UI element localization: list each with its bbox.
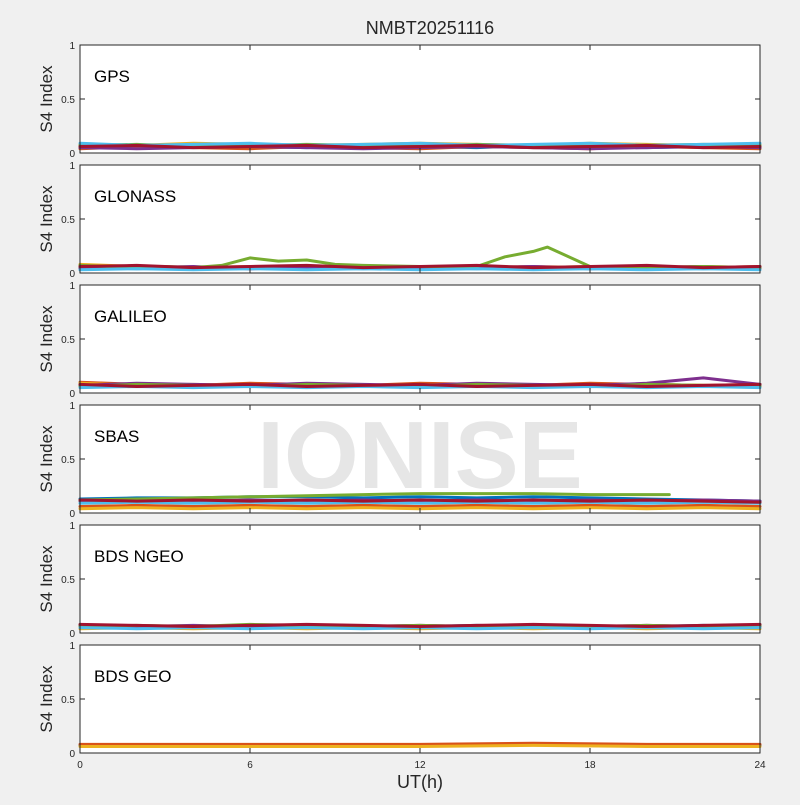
panel-sbas: 0 0.5 1 SBAS S4 Index [37,401,762,520]
series-line [78,743,762,748]
y-tick-label: 0.5 [61,215,75,226]
x-tick-label: 24 [754,760,766,771]
panel-label: SBAS [94,427,139,446]
panel-galileo: 0 0.5 1 GALILEO S4 Index [37,281,762,400]
y-axis-label: S4 Index [37,65,56,133]
y-axis-label: S4 Index [37,665,56,733]
y-tick-label: 0 [69,269,75,280]
panel-bds-ngeo: 0 0.5 1 BDS NGEO S4 Index [37,521,762,640]
series-line [78,492,671,502]
y-tick-label: 0.5 [61,455,75,466]
panel-label: GALILEO [94,307,167,326]
y-axis-label: S4 Index [37,425,56,493]
y-tick-label: 1 [69,281,75,292]
y-tick-label: 0 [69,389,75,400]
y-axis-label: S4 Index [37,305,56,373]
x-tick-label: 0 [77,760,83,771]
y-tick-label: 0.5 [61,95,75,106]
panel-label: BDS NGEO [94,547,184,566]
series-line [78,503,762,508]
series-line [78,500,762,505]
x-axis-label: UT(h) [397,772,443,792]
panel-label: BDS GEO [94,667,171,686]
plot-area [80,645,760,753]
plot-area [80,45,760,153]
plot-area [80,525,760,633]
series-line [78,498,762,504]
panel-glonass: 0 0.5 1 GLONASS S4 Index [37,161,762,280]
x-tick-label: 6 [247,760,253,771]
panels: 0 0.5 1 GPS S4 Index 0 0.5 1 GLONASS S4 Index 0 0.5… [37,41,766,771]
watermark: IONISE [257,402,582,509]
series-line [78,143,762,150]
series-line [78,382,762,388]
panel-gps: 0 0.5 1 GPS S4 Index [37,41,762,160]
y-tick-label: 0 [69,149,75,160]
y-tick-label: 1 [69,41,75,52]
y-tick-label: 0 [69,629,75,640]
series-line [78,622,762,628]
series-line [78,263,762,270]
y-tick-label: 0 [69,509,75,520]
y-tick-label: 0 [69,749,75,760]
y-tick-label: 0.5 [61,575,75,586]
y-axis-label: S4 Index [37,545,56,613]
series-line [78,741,762,746]
panel-label: GPS [94,67,130,86]
y-tick-label: 1 [69,401,75,412]
chart-title: NMBT20251116 [366,18,494,38]
plot-area [80,285,760,393]
y-tick-label: 1 [69,521,75,532]
panel-label: GLONASS [94,187,176,206]
x-tick-label: 18 [584,760,596,771]
y-axis-label: S4 Index [37,185,56,253]
y-tick-label: 1 [69,161,75,172]
plot-area [80,165,760,273]
y-tick-label: 1 [69,641,75,652]
x-tick-label: 12 [414,760,426,771]
y-tick-label: 0.5 [61,335,75,346]
panel-bds-geo: 0 0.5 1 0 6 12 18 24 BDS GEO S4 Index [37,641,766,771]
y-tick-label: 0.5 [61,695,75,706]
